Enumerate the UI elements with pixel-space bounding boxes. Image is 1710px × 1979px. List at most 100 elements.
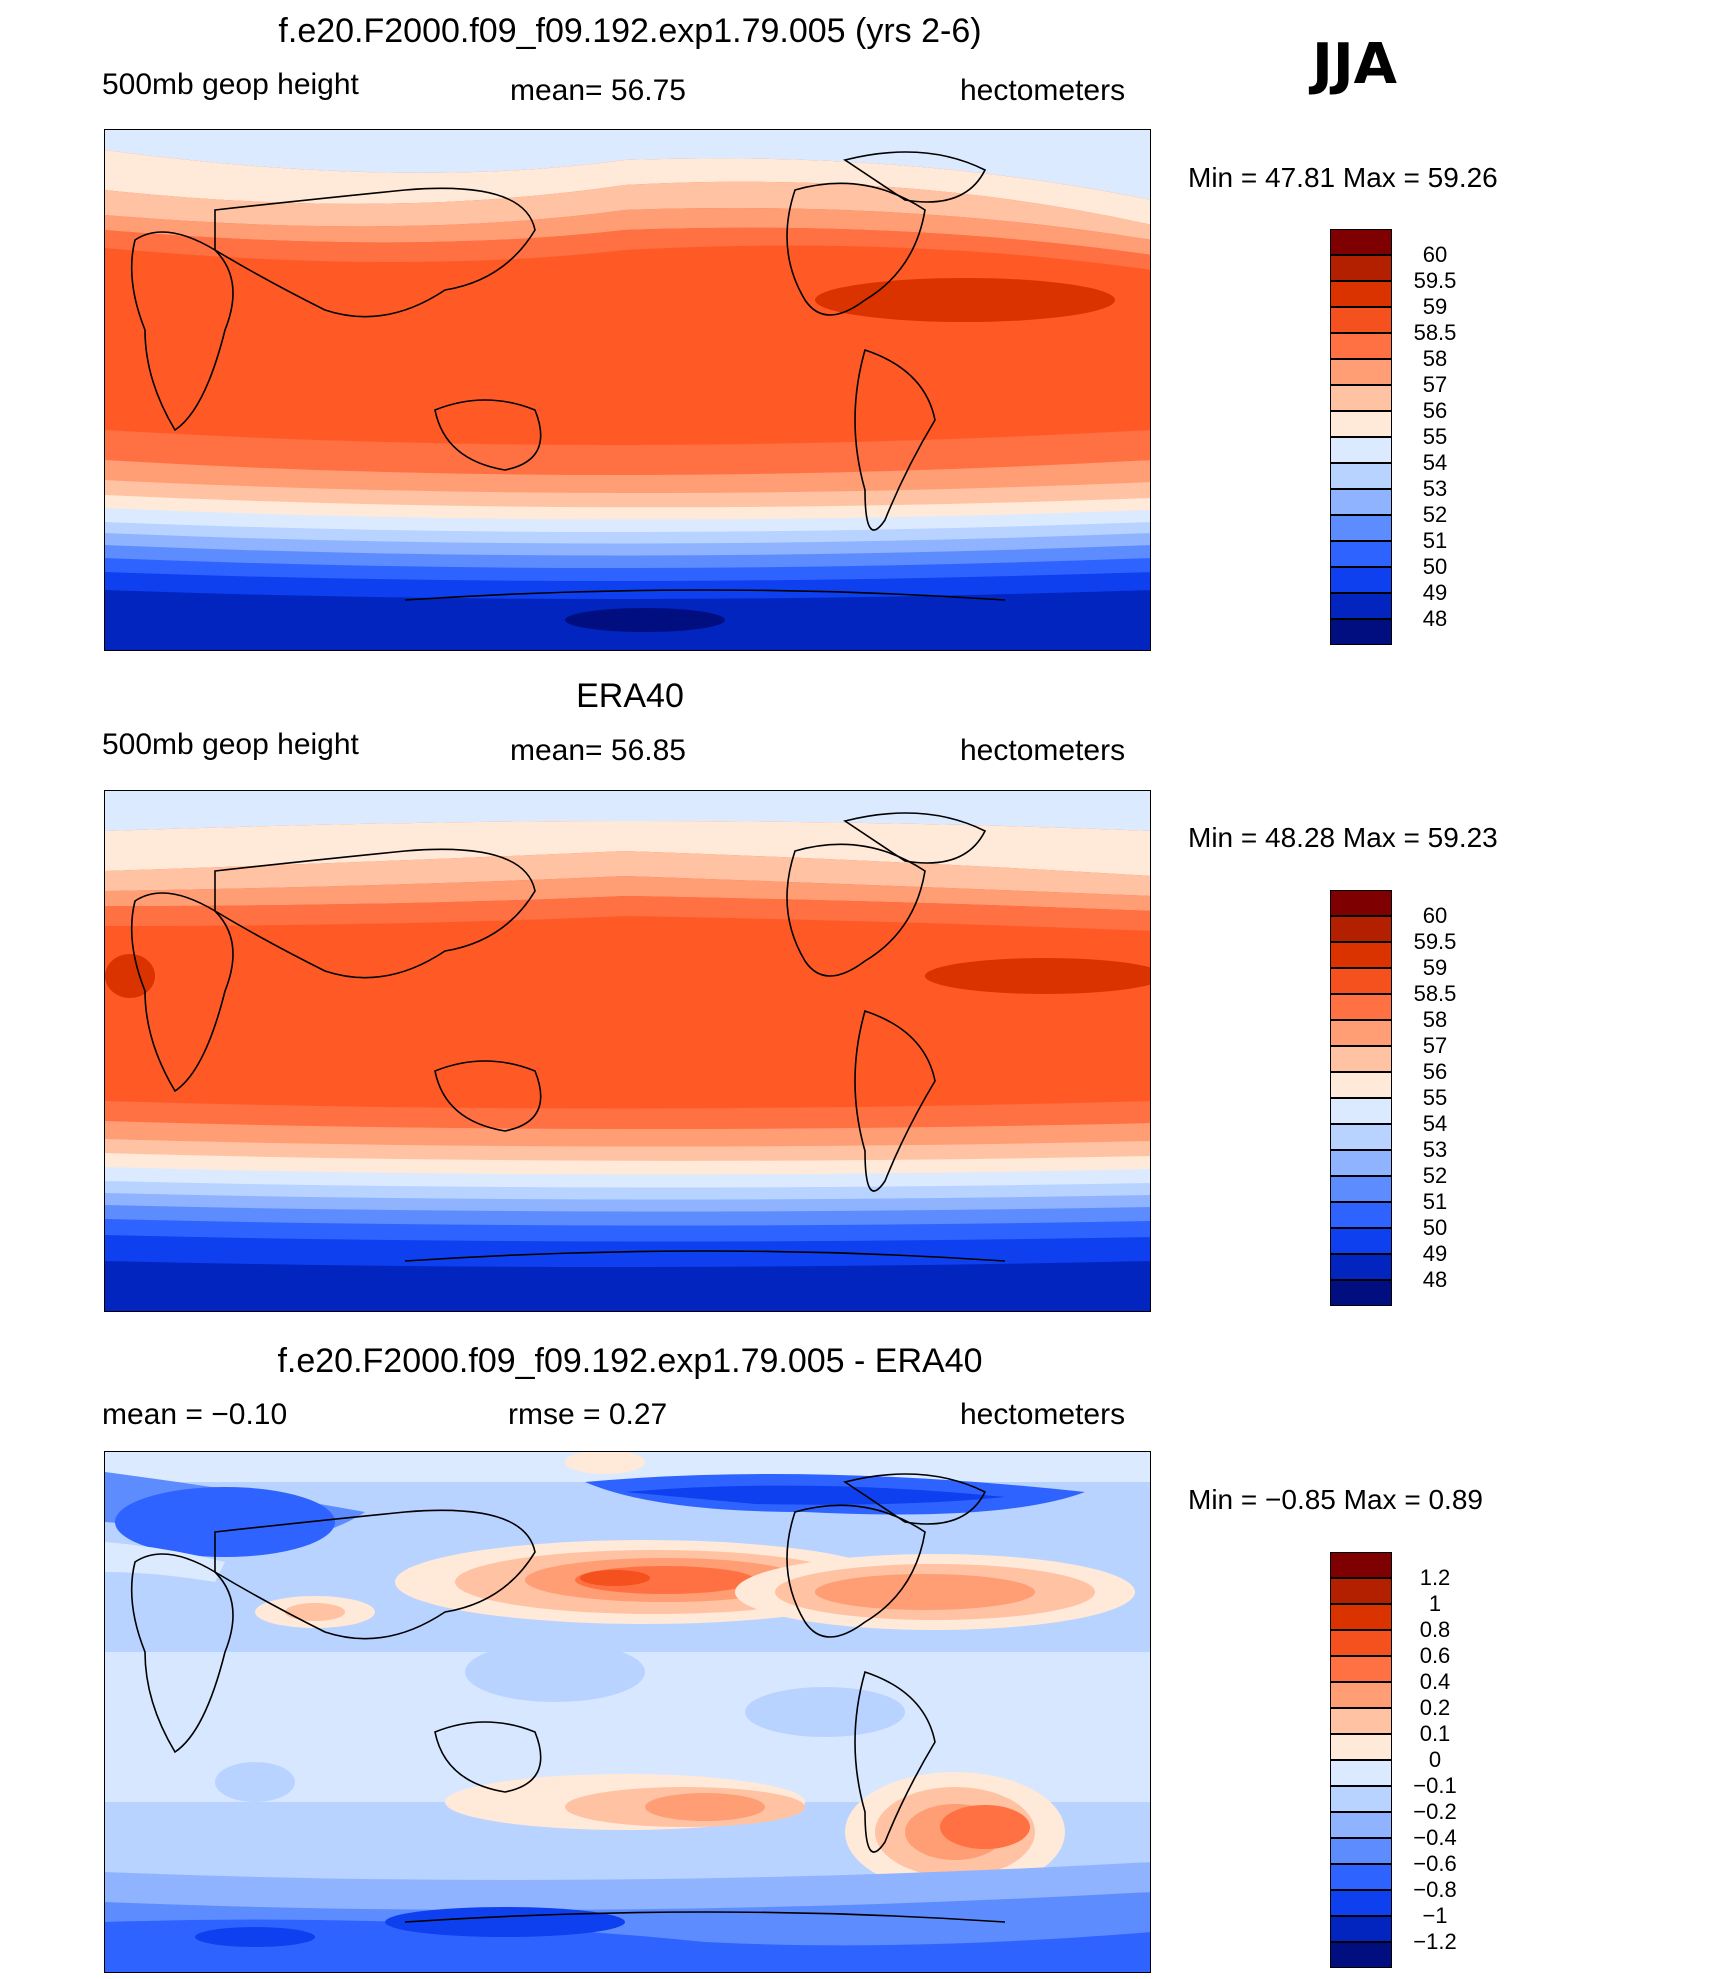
colorbar-label: 52 bbox=[1422, 1163, 1448, 1188]
colorbar-swatch bbox=[1330, 1098, 1392, 1124]
colorbar-label: 58 bbox=[1422, 346, 1448, 371]
panel-2-contour-field bbox=[105, 791, 1150, 1311]
colorbar-swatch bbox=[1330, 281, 1392, 307]
colorbar-label: −0.6 bbox=[1413, 1851, 1457, 1876]
colorbar-swatch bbox=[1330, 1254, 1392, 1280]
colorbar-label: 49 bbox=[1422, 1241, 1448, 1266]
colorbar-label: 49 bbox=[1422, 580, 1448, 605]
colorbar-swatch bbox=[1330, 255, 1392, 281]
colorbar-swatch bbox=[1330, 307, 1392, 333]
colorbar-label: 55 bbox=[1422, 424, 1448, 449]
colorbar-label: 53 bbox=[1422, 476, 1448, 501]
colorbar-label: −0.8 bbox=[1413, 1877, 1457, 1902]
colorbar-label: 60 bbox=[1422, 242, 1448, 267]
colorbar-swatch bbox=[1330, 1786, 1392, 1812]
panel-2-units: hectometers bbox=[960, 734, 1126, 767]
colorbar-label: 52 bbox=[1422, 502, 1448, 527]
panel-3-rmse: rmse = 0.27 bbox=[508, 1398, 668, 1431]
colorbar-label: 0.8 bbox=[1419, 1617, 1451, 1642]
colorbar-swatch bbox=[1330, 1228, 1392, 1254]
colorbar-label: 57 bbox=[1422, 372, 1448, 397]
panel-1-contour-field bbox=[105, 130, 1150, 650]
colorbar-swatch bbox=[1330, 1890, 1392, 1916]
colorbar-label: 0.1 bbox=[1419, 1721, 1451, 1746]
panel-1-mean: mean= 56.75 bbox=[510, 74, 686, 107]
colorbar-label: −1 bbox=[1422, 1903, 1448, 1928]
panel-3-map bbox=[104, 1451, 1151, 1973]
colorbar-swatch bbox=[1330, 1760, 1392, 1786]
panel-1-min-max: Min = 47.81 Max = 59.26 bbox=[1188, 162, 1498, 193]
colorbar-swatch bbox=[1330, 593, 1392, 619]
panel-3-contour-field bbox=[105, 1452, 1150, 1972]
panel-3-title: f.e20.F2000.f09_f09.192.exp1.79.005 - ER… bbox=[277, 1342, 983, 1380]
colorbar-swatch bbox=[1330, 1150, 1392, 1176]
colorbar-label: 48 bbox=[1422, 1267, 1448, 1292]
colorbar-swatch bbox=[1330, 437, 1392, 463]
colorbar-label: 56 bbox=[1422, 1059, 1448, 1084]
panel-2-map bbox=[104, 790, 1151, 1312]
panel-2-min-max: Min = 48.28 Max = 59.23 bbox=[1188, 822, 1498, 853]
panel-1-map bbox=[104, 129, 1151, 651]
colorbar-swatch bbox=[1330, 1916, 1392, 1942]
colorbar-swatch bbox=[1330, 1708, 1392, 1734]
colorbar-swatch bbox=[1330, 1682, 1392, 1708]
colorbar-label: 53 bbox=[1422, 1137, 1448, 1162]
colorbar-swatch bbox=[1330, 1942, 1392, 1968]
colorbar-swatch bbox=[1330, 942, 1392, 968]
colorbar-label: 50 bbox=[1422, 1215, 1448, 1240]
colorbar-swatch bbox=[1330, 1176, 1392, 1202]
colorbar-label: −1.2 bbox=[1413, 1929, 1457, 1954]
colorbar-swatch bbox=[1330, 463, 1392, 489]
colorbar-label: 1 bbox=[1428, 1591, 1442, 1616]
panel-3-units: hectometers bbox=[960, 1398, 1126, 1431]
colorbar-swatch bbox=[1330, 515, 1392, 541]
colorbar-swatch bbox=[1330, 1552, 1392, 1578]
colorbar-label: 56 bbox=[1422, 398, 1448, 423]
season-label: JJA bbox=[1312, 32, 1398, 97]
panel-1-field-label: 500mb geop height bbox=[102, 68, 359, 101]
colorbar-label: 59 bbox=[1422, 294, 1448, 319]
colorbar-swatch bbox=[1330, 489, 1392, 515]
colorbar-swatch bbox=[1330, 411, 1392, 437]
colorbar-label: 1.2 bbox=[1419, 1565, 1451, 1590]
colorbar-swatch bbox=[1330, 1280, 1392, 1306]
colorbar-swatch bbox=[1330, 1202, 1392, 1228]
colorbar-label: 59.5 bbox=[1413, 268, 1457, 293]
colorbar-label: 54 bbox=[1422, 1111, 1448, 1136]
colorbar-swatch bbox=[1330, 1838, 1392, 1864]
colorbar-swatch bbox=[1330, 359, 1392, 385]
colorbar-swatch bbox=[1330, 385, 1392, 411]
colorbar-swatch bbox=[1330, 1604, 1392, 1630]
colorbar-label: 60 bbox=[1422, 903, 1448, 928]
colorbar-label: 59.5 bbox=[1413, 929, 1457, 954]
colorbar-label: 58.5 bbox=[1413, 320, 1457, 345]
colorbar-swatch bbox=[1330, 994, 1392, 1020]
colorbar-label: 57 bbox=[1422, 1033, 1448, 1058]
colorbar-swatch bbox=[1330, 1046, 1392, 1072]
colorbar-label: 59 bbox=[1422, 955, 1448, 980]
colorbar-label: 58.5 bbox=[1413, 981, 1457, 1006]
colorbar-label: 0.4 bbox=[1419, 1669, 1451, 1694]
colorbar-swatch bbox=[1330, 890, 1392, 916]
colorbar-swatch bbox=[1330, 1630, 1392, 1656]
colorbar-label: 58 bbox=[1422, 1007, 1448, 1032]
colorbar-swatch bbox=[1330, 619, 1392, 645]
panel-2-mean: mean= 56.85 bbox=[510, 734, 686, 767]
colorbar-label: 54 bbox=[1422, 450, 1448, 475]
colorbar-swatch bbox=[1330, 1578, 1392, 1604]
colorbar-label: 51 bbox=[1422, 528, 1448, 553]
colorbar-label: −0.2 bbox=[1413, 1799, 1457, 1824]
colorbar-label: −0.1 bbox=[1413, 1773, 1457, 1798]
colorbar-label: 0.6 bbox=[1419, 1643, 1451, 1668]
panel-2-title: ERA40 bbox=[576, 677, 684, 715]
colorbar-swatch bbox=[1330, 1020, 1392, 1046]
panel-3-mean: mean = −0.10 bbox=[102, 1398, 288, 1431]
colorbar-swatch bbox=[1330, 968, 1392, 994]
colorbar-swatch bbox=[1330, 541, 1392, 567]
colorbar-label: 0 bbox=[1428, 1747, 1442, 1772]
colorbar-swatch bbox=[1330, 229, 1392, 255]
colorbar-swatch bbox=[1330, 1124, 1392, 1150]
colorbar-label: 55 bbox=[1422, 1085, 1448, 1110]
colorbar-label: 51 bbox=[1422, 1189, 1448, 1214]
colorbar-swatch bbox=[1330, 916, 1392, 942]
